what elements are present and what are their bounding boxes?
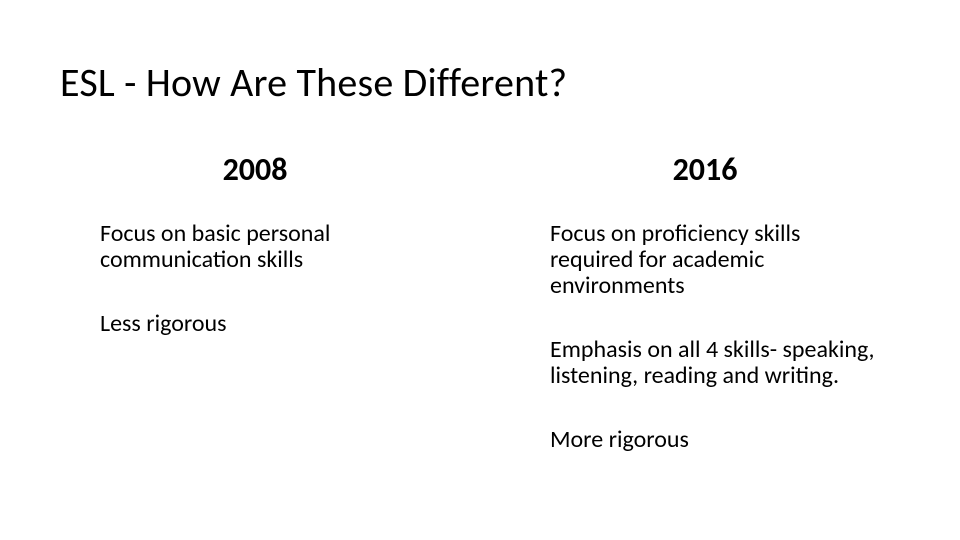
year-heading-left: 2008 (60, 150, 450, 189)
bullet-point: Emphasis on all 4 skills- speaking, list… (510, 337, 900, 389)
bullet-point: Less rigorous (60, 311, 450, 337)
column-2016: 2016 Focus on proficiency skills require… (480, 150, 900, 490)
comparison-columns: 2008 Focus on basic personal communicati… (60, 150, 900, 490)
bullet-point: Focus on basic personal communication sk… (60, 221, 450, 273)
bullet-point: More rigorous (510, 427, 900, 453)
bullet-point: Focus on proficiency skills required for… (510, 221, 900, 299)
slide: ESL - How Are These Different? 2008 Focu… (0, 0, 960, 540)
slide-title: ESL - How Are These Different? (60, 58, 567, 107)
column-2008: 2008 Focus on basic personal communicati… (60, 150, 480, 490)
year-heading-right: 2016 (510, 150, 900, 189)
